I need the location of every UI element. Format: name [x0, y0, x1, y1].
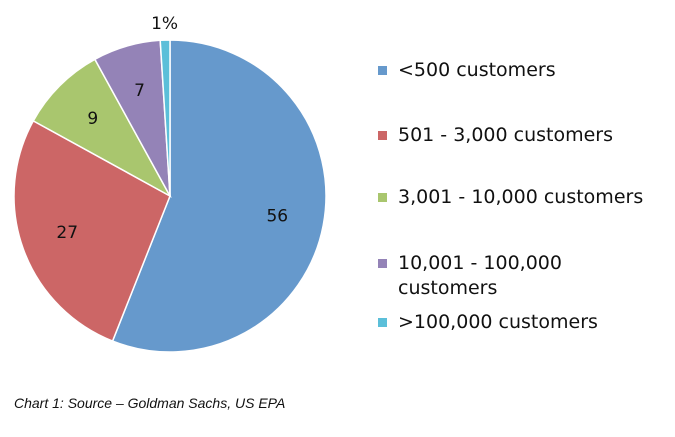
legend-swatch	[378, 66, 387, 75]
slice-data-label: 9	[87, 109, 98, 129]
legend-label: <500 customers	[398, 59, 556, 81]
slice-data-label: 7	[134, 81, 145, 101]
legend-swatch	[378, 318, 387, 327]
slice-data-label: 1%	[151, 14, 178, 34]
legend-label: 3,001 - 10,000 customers	[398, 186, 644, 208]
legend-label: >100,000 customers	[398, 311, 598, 333]
pie-slice	[159, 39, 171, 197]
pie-slice	[32, 58, 172, 198]
chart-caption: Chart 1: Source – Goldman Sachs, US EPA	[14, 395, 286, 411]
slice-data-label: 27	[56, 223, 78, 243]
pie-slice	[13, 119, 171, 343]
legend-label: 501 - 3,000 customers	[398, 124, 614, 146]
pie-chart: 56 27 9 7 1%	[13, 14, 327, 353]
legend-swatch	[378, 131, 387, 140]
legend-label: 10,001 - 100,000 customers	[398, 252, 562, 299]
slice-data-label: 56	[266, 206, 288, 226]
legend-swatch	[378, 259, 387, 268]
legend-swatch	[378, 193, 387, 202]
pie-slice	[111, 39, 327, 353]
